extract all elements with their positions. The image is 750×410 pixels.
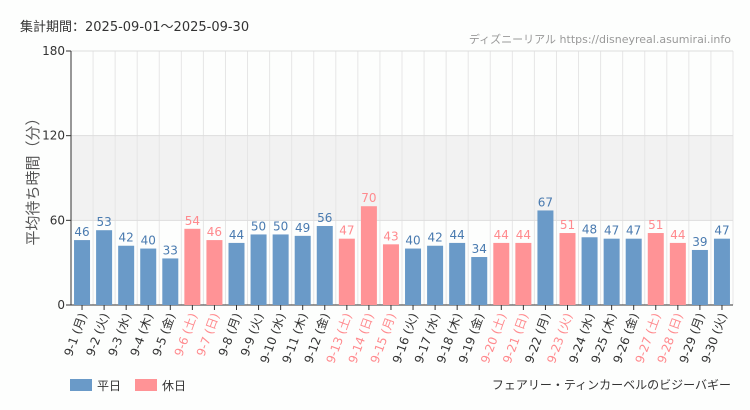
y-tick-label: 120	[42, 129, 65, 143]
legend-swatch-weekday	[70, 379, 92, 391]
bar	[625, 238, 642, 305]
data-label: 56	[317, 211, 332, 225]
bar	[382, 244, 399, 305]
bar	[162, 258, 179, 305]
data-label: 47	[714, 224, 729, 238]
data-label: 50	[251, 219, 266, 233]
data-label: 47	[626, 224, 641, 238]
bar	[140, 248, 157, 305]
data-label: 40	[405, 234, 420, 248]
bar	[603, 238, 620, 305]
bar	[449, 242, 466, 305]
data-label: 51	[560, 218, 575, 232]
legend: 平日 休日	[70, 379, 186, 393]
data-label: 42	[119, 231, 134, 245]
bar	[118, 245, 135, 305]
data-label: 70	[361, 191, 376, 205]
data-label: 49	[295, 221, 310, 235]
y-axis-label: 平均待ち時間（分）	[24, 110, 42, 245]
bar	[537, 210, 554, 305]
bar	[206, 240, 223, 305]
bar	[493, 242, 510, 305]
data-label: 44	[229, 228, 244, 242]
bar	[360, 206, 377, 305]
attraction-name: フェアリー・ティンカーベルのビジーバギー	[492, 378, 731, 392]
bar	[228, 242, 245, 305]
data-label: 47	[604, 224, 619, 238]
bar	[96, 230, 113, 305]
data-label: 47	[339, 224, 354, 238]
legend-swatch-holiday	[135, 379, 157, 391]
bar	[427, 245, 444, 305]
data-label: 51	[648, 218, 663, 232]
period-label: 集計期間：2025-09-01～2025-09-30	[20, 19, 249, 35]
bar	[338, 238, 355, 305]
bar	[581, 237, 598, 305]
data-label: 50	[273, 219, 288, 233]
bar	[272, 234, 289, 305]
legend-label-weekday: 平日	[97, 379, 121, 393]
y-tick-label: 60	[50, 213, 65, 227]
data-label: 44	[494, 228, 509, 242]
data-label: 39	[692, 235, 707, 249]
bar	[669, 242, 686, 305]
data-label: 46	[74, 225, 89, 239]
data-label: 44	[670, 228, 685, 242]
bar	[691, 249, 708, 305]
data-label: 40	[141, 234, 156, 248]
bar	[515, 242, 532, 305]
source-label: ディズニーリアル https://disneyreal.asumirai.inf…	[469, 32, 731, 46]
bar	[74, 240, 91, 305]
bar	[713, 238, 730, 305]
bar	[184, 228, 201, 305]
data-label: 44	[516, 228, 531, 242]
data-label: 67	[538, 195, 553, 209]
y-tick-label: 0	[57, 298, 65, 312]
data-label: 54	[185, 214, 200, 228]
bar	[471, 257, 488, 305]
bar	[316, 225, 333, 305]
bar	[405, 248, 422, 305]
data-label: 34	[472, 242, 487, 256]
bar	[647, 233, 664, 305]
data-label: 33	[163, 243, 178, 257]
y-tick-label: 180	[42, 44, 65, 58]
bar	[294, 235, 311, 305]
data-label: 42	[427, 231, 442, 245]
data-label: 46	[207, 225, 222, 239]
data-label: 43	[383, 229, 398, 243]
data-label: 53	[96, 215, 111, 229]
bar	[559, 233, 576, 305]
bar	[250, 234, 267, 305]
legend-label-holiday: 休日	[162, 379, 186, 393]
data-label: 44	[450, 228, 465, 242]
data-label: 48	[582, 222, 597, 236]
